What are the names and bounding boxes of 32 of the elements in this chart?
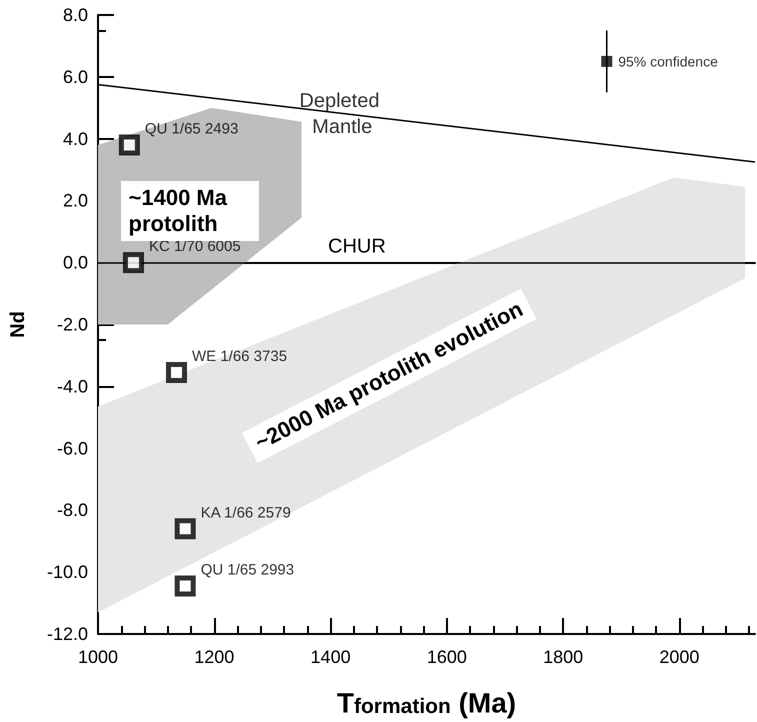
y-tick-label: 4.0: [62, 128, 88, 149]
y-tick-label: 8.0: [62, 5, 88, 25]
y-tick-label: -4.0: [56, 376, 88, 396]
point: [601, 56, 612, 67]
series-label: ~1400 Ma protolith: [128, 185, 227, 236]
x-tick-label: 1600: [426, 647, 467, 667]
data-label: KA 1/66 2579: [200, 504, 291, 522]
y-axis-title: Nd: [7, 311, 29, 338]
x-tick-label: 1400: [310, 647, 351, 667]
point: [174, 518, 196, 540]
point: [122, 252, 144, 274]
x-tick-label: 1200: [194, 647, 234, 667]
x-tick-label: 2000: [659, 647, 700, 667]
data-label: QU 1/65 2993: [200, 562, 294, 579]
annotation: Depleted Mantle: [299, 90, 386, 138]
y-tick-label: -8.0: [56, 500, 88, 520]
point: [166, 362, 187, 383]
x-tick-label: 1000: [78, 647, 118, 667]
x-axis-title: Tformation (Ma): [336, 688, 516, 718]
y-tick-label: 0.0: [62, 252, 88, 273]
point: [174, 576, 196, 597]
series-label: 95% confidence: [618, 53, 718, 70]
y-tick-label: -2.0: [56, 314, 88, 334]
y-tick-label: -10.0: [46, 562, 88, 582]
y-tick-label: -12.0: [46, 624, 88, 644]
data-label: QU 1/65 2493: [144, 120, 238, 138]
point: [118, 134, 140, 156]
y-tick-label: 6.0: [62, 66, 88, 87]
ref-line-label: CHUR: [328, 236, 386, 258]
y-tick-label: 2.0: [62, 190, 88, 211]
y-tick-label: -6.0: [56, 438, 88, 458]
x-tick-label: 1800: [543, 647, 584, 667]
